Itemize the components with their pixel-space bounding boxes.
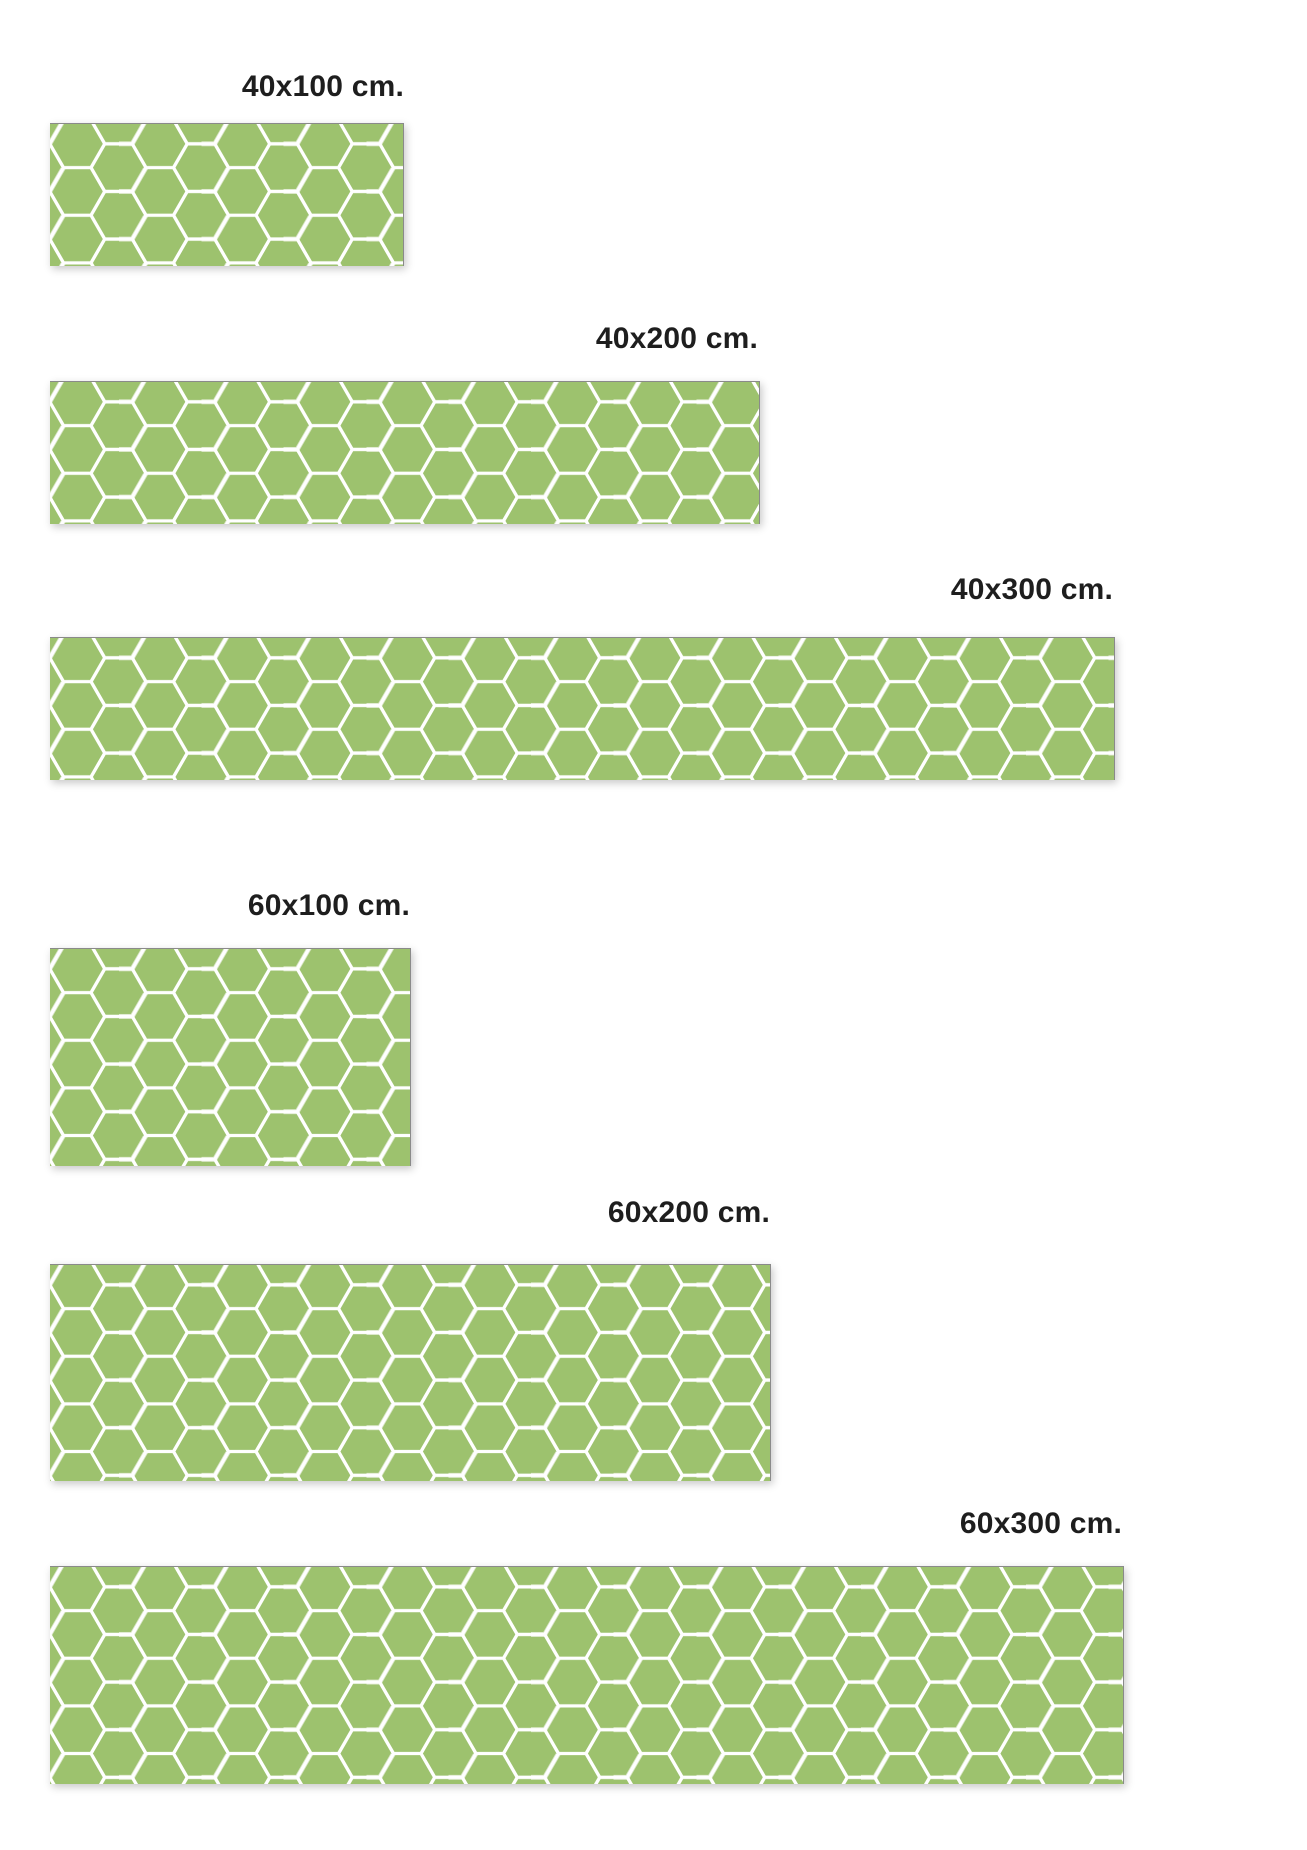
tile-panel-60x300	[50, 1566, 1124, 1784]
size-label-60x300: 60x300 cm.	[959, 1507, 1122, 1540]
size-label-60x200: 60x200 cm.	[607, 1196, 770, 1229]
tile-panel-40x100	[50, 123, 404, 266]
hexagon-pattern	[50, 949, 410, 1166]
hexagon-pattern	[50, 1265, 770, 1481]
size-label-40x300: 40x300 cm.	[950, 573, 1113, 606]
hexagon-pattern	[50, 382, 759, 524]
tile-panel-60x100	[50, 948, 411, 1166]
hexagon-pattern	[50, 124, 403, 266]
hexagon-pattern	[50, 1567, 1123, 1784]
size-label-60x100: 60x100 cm.	[247, 889, 410, 922]
size-label-40x200: 40x200 cm.	[595, 322, 758, 355]
tile-panel-60x200	[50, 1264, 771, 1481]
tile-panel-40x300	[50, 637, 1115, 780]
tile-panel-40x200	[50, 381, 760, 524]
hexagon-pattern	[50, 638, 1114, 780]
size-label-40x100: 40x100 cm.	[241, 70, 404, 103]
